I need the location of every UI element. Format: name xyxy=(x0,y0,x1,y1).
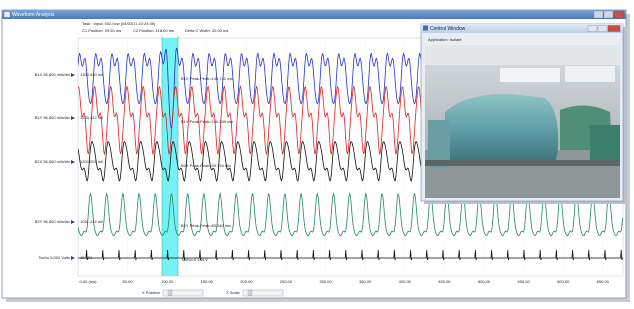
control-window: Control Window Application: Isolate xyxy=(421,24,627,204)
c1-position: C1 Position: 99.50 ms xyxy=(82,28,121,33)
c2-position: C2 Position: 118.00 ms xyxy=(133,28,174,33)
application-label: Application: Isolate xyxy=(428,37,462,42)
image-windows xyxy=(500,68,560,82)
x-tick-label: 150.00 xyxy=(201,279,214,284)
peak-annotation: Tacho=0.244 V xyxy=(181,257,208,262)
control-window-title: Control Window xyxy=(430,26,466,32)
cw-close[interactable] xyxy=(608,26,620,32)
image-ceiling xyxy=(425,45,620,65)
image-motor xyxy=(590,125,620,160)
x-tick-label: 600.00 xyxy=(557,279,570,284)
peak-annotation: B1Y Peak-Peak=100.289 mic xyxy=(181,119,233,124)
control-window-icon xyxy=(423,26,428,31)
cursor-value: 1300.530 mil xyxy=(80,72,103,77)
maximize-button[interactable] xyxy=(604,11,613,18)
x-tick-label: 50.00 xyxy=(123,279,134,284)
peak-annotation: B2Y Peak-Peak=80.240 mic xyxy=(181,223,231,228)
x-tick-label: 550.00 xyxy=(517,279,530,284)
close-button[interactable] xyxy=(614,11,624,18)
cursor-value: 1051.244 mil xyxy=(80,219,103,224)
x-tick-label: 300.00 xyxy=(319,279,332,284)
x-tick-label: 650.00 xyxy=(597,279,610,284)
peak-annotation: B1X Peak-Peak=145.741 mic xyxy=(181,76,233,81)
x-scale-thumb[interactable] xyxy=(248,291,252,295)
cursor-value: 1303.002 mil xyxy=(80,159,103,164)
x-scale-label: X Scale xyxy=(226,290,241,295)
screen: Waveform Analysis Task : Input: 002.hvw … xyxy=(0,0,634,309)
cursor-value: 1233.442 mil xyxy=(80,115,103,120)
channel-label: B1X 56.800 mils/div xyxy=(35,72,70,77)
x-tick-label: 250.00 xyxy=(280,279,293,284)
x-tick-label: 350.00 xyxy=(359,279,372,284)
title-bar xyxy=(2,10,626,19)
window-title: Waveform Analysis xyxy=(12,12,55,18)
app-icon xyxy=(4,12,10,18)
x-position-thumb[interactable] xyxy=(168,291,172,295)
x-tick-label: 200.00 xyxy=(240,279,253,284)
peak-annotation: B2X Peak-Peak=93.794 mic xyxy=(181,163,231,168)
cursor-value: 12.991 xyxy=(80,255,93,260)
image-windows-2 xyxy=(565,66,615,82)
channel-label: Tacho 5.000 Volts xyxy=(38,255,70,260)
task-info: Task : Input: 002.hvw (04/03/11 10:24:35… xyxy=(82,21,156,26)
minimize-button[interactable] xyxy=(594,11,603,18)
x-tick-label: 100.00 xyxy=(161,279,174,284)
delta-width: Delta C Width: 20.00 ms xyxy=(185,28,228,33)
channel-label: B2X 56.800 mils/div xyxy=(35,159,70,164)
x-tick-label: 400.00 xyxy=(399,279,412,284)
cursor-band[interactable] xyxy=(162,38,178,276)
x-position-label: X Position xyxy=(142,290,160,295)
channel-label: B1Y 56.800 mils/div xyxy=(35,115,70,120)
x-tick-label: 500.00 xyxy=(478,279,491,284)
camera-image xyxy=(425,45,620,198)
cw-maximize[interactable] xyxy=(598,26,607,32)
image-base xyxy=(425,160,620,166)
image-turbine xyxy=(445,94,558,165)
x-tick-label: 450.00 xyxy=(438,279,451,284)
cw-minimize[interactable] xyxy=(588,26,597,32)
x-tick-label: 0.00 (ms) xyxy=(80,279,98,284)
channel-label: B2Y 56.800 mils/div xyxy=(35,219,70,224)
